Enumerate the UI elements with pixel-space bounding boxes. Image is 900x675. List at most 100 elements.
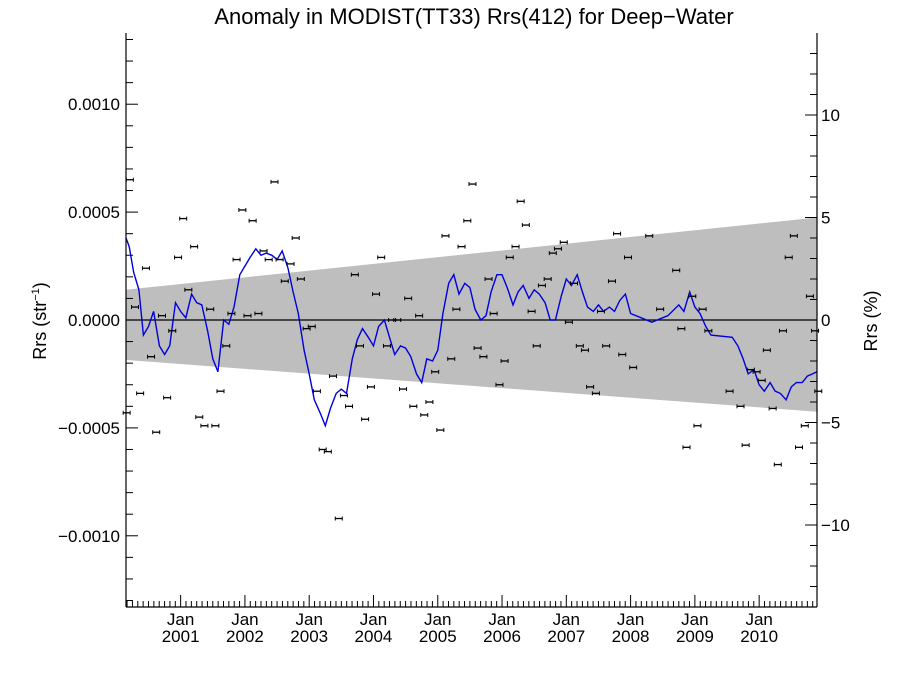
data-point [532, 343, 541, 348]
data-point [415, 313, 424, 318]
data-point [264, 257, 273, 262]
data-point [452, 307, 461, 312]
data-point [591, 391, 600, 396]
data-point [768, 406, 777, 411]
data-point [211, 423, 220, 428]
x-tick-label-month: Jan [424, 610, 451, 629]
data-point [672, 268, 681, 273]
data-point [425, 400, 434, 404]
data-point [152, 430, 161, 435]
data-point [773, 462, 782, 467]
data-point [184, 287, 193, 292]
data-point [537, 283, 546, 288]
data-point [447, 356, 456, 361]
data-point [136, 391, 145, 396]
x-tick-label-month: Jan [295, 610, 322, 629]
data-point [227, 311, 236, 316]
data-point [484, 277, 493, 281]
data-point [688, 294, 697, 299]
data-point [328, 374, 337, 379]
data-point [174, 255, 183, 260]
y-tick-label-left: −0.0010 [58, 527, 120, 546]
data-point [511, 244, 520, 249]
x-tick-label-month: Jan [553, 610, 580, 629]
data-point [800, 423, 809, 428]
y-tick-label-right: 10 [821, 106, 840, 125]
data-point [232, 257, 241, 262]
x-tick-label-year: 2006 [483, 627, 521, 646]
data-point [473, 346, 482, 351]
data-point [355, 343, 364, 348]
data-point [645, 233, 654, 238]
data-point [778, 328, 787, 333]
data-point [624, 255, 633, 260]
trend-line-layer [125, 237, 818, 428]
data-point [404, 296, 413, 301]
x-tick-label-year: 2007 [547, 627, 585, 646]
data-point [441, 233, 450, 238]
data-point [141, 266, 150, 271]
data-point [789, 233, 798, 238]
x-tick-label-year: 2010 [740, 627, 778, 646]
data-point [629, 365, 638, 370]
data-point [795, 445, 804, 450]
uncertainty-band-layer [126, 217, 817, 412]
y-tick-label-right: 0 [821, 311, 830, 330]
data-point [725, 389, 734, 394]
data-point [468, 182, 477, 187]
data-point [618, 352, 627, 357]
data-point [746, 367, 755, 372]
data-point [122, 410, 131, 415]
x-tick-label-month: Jan [617, 610, 644, 629]
x-tick-label-year: 2009 [676, 627, 714, 646]
data-point [436, 428, 445, 433]
data-point [409, 404, 418, 409]
data-point [130, 305, 139, 310]
data-point [312, 389, 321, 394]
x-tick-label-year: 2003 [290, 627, 328, 646]
x-tick-label-month: Jan [488, 610, 515, 629]
data-point [500, 359, 509, 363]
data-point [757, 378, 766, 383]
data-point [259, 248, 268, 253]
data-point [147, 354, 156, 359]
data-point [238, 207, 247, 212]
chart-title: Anomaly in MODIST(TT33) Rrs(412) for Dee… [214, 4, 733, 29]
data-point [784, 255, 793, 260]
data-point [190, 244, 199, 249]
x-tick-label-month: Jan [745, 610, 772, 629]
data-point [125, 177, 134, 182]
data-point [270, 179, 279, 184]
data-point [179, 216, 188, 221]
data-point [505, 255, 514, 260]
data-point [339, 393, 348, 398]
data-point [318, 447, 327, 452]
data-point [607, 279, 616, 284]
x-tick-label-month: Jan [360, 610, 387, 629]
tick-labels-layer: 0.0010 0.0005 0.0000 −0.0005 −0.0010 10 5 0 −5 −1… [58, 95, 850, 646]
data-point [457, 244, 466, 249]
data-point [216, 389, 225, 394]
data-point [814, 389, 823, 394]
data-point [586, 384, 595, 389]
data-point [366, 384, 375, 389]
y-axis-label-right: Rrs (%) [861, 291, 881, 352]
axes-layer [125, 33, 818, 608]
data-point [553, 246, 562, 251]
data-point [495, 382, 504, 387]
data-point [698, 307, 707, 312]
data-point [564, 320, 573, 325]
y-tick-label-left: 0.0000 [68, 311, 120, 330]
data-point [741, 443, 750, 448]
data-point [296, 277, 305, 281]
data-point [291, 236, 300, 240]
data-point [762, 348, 771, 353]
data-point [479, 354, 488, 359]
data-point [516, 199, 525, 204]
data-point [463, 218, 472, 223]
x-tick-label-month: Jan [167, 610, 194, 629]
data-point [575, 343, 584, 348]
data-point [254, 311, 263, 316]
data-point [521, 223, 530, 228]
uncertainty-band [126, 217, 817, 412]
